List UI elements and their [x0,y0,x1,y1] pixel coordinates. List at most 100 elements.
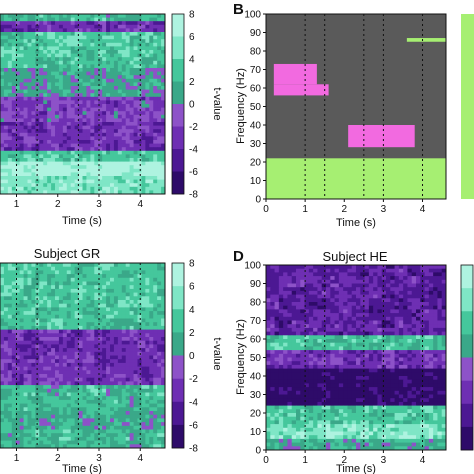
heatmap-cell [141,351,146,356]
heatmap-cell [125,351,131,356]
heatmap-cell [106,172,111,177]
heatmap-cell [161,114,166,119]
heatmap-cell [428,298,434,303]
heatmap-cell [55,444,60,449]
heatmap-cell [3,50,9,54]
heatmap-cell [0,329,5,334]
heatmap-cell [98,392,103,397]
heatmap-cell [70,107,76,112]
heatmap-cell [43,165,48,170]
heatmap-cell [39,82,44,87]
heatmap-cell [86,35,91,40]
heatmap-cell [70,285,76,290]
heatmap-cell [102,266,107,271]
heatmap-cell [47,329,52,334]
heatmap-cell [145,263,150,268]
heatmap-cell [31,28,36,33]
heatmap-cell [125,89,131,94]
heatmap-cell [11,351,17,356]
heatmap-cell [121,53,127,58]
heatmap-cell [78,140,83,144]
heatmap-cell [27,154,32,159]
heatmap-cell [15,114,21,119]
heatmap-cell [3,329,9,334]
heatmap-cell [94,374,99,379]
heatmap-cell [27,179,32,184]
heatmap-cell [39,340,44,345]
heatmap-cell [326,287,331,292]
heatmap-cell [86,14,91,18]
heatmap-cell [23,93,28,98]
heatmap-cell [110,104,115,108]
heatmap-cell [35,161,40,166]
heatmap-cell [141,168,146,173]
heatmap-cell [39,314,44,319]
heatmap-cell [98,186,103,191]
heatmap-cell [153,270,158,275]
heatmap-cell [161,107,166,112]
heatmap-cell [11,314,17,319]
heatmap-cell [35,440,40,445]
heatmap-cell [390,313,395,318]
heatmap-cell [98,42,103,47]
heatmap-cell [278,294,284,299]
heatmap-cell [11,403,17,408]
heatmap-cell [0,322,5,327]
heatmap-cell [141,183,146,188]
heatmap-cell [23,399,28,404]
heatmap-cell [43,35,48,40]
heatmap-cell [47,190,52,195]
heatmap-cell [351,290,357,295]
heatmap-cell [7,183,13,188]
heatmap-cell [78,396,83,401]
heatmap-cell [66,444,72,449]
heatmap-cell [153,50,158,54]
heatmap-cell [51,325,56,330]
heatmap-cell [90,329,95,334]
heatmap-cell [161,322,166,327]
heatmap-cell [51,136,56,141]
heatmap-cell [157,344,162,349]
heatmap-cell [39,24,44,29]
heatmap-cell [7,168,13,173]
heatmap-cell [133,436,138,441]
heatmap-cell [110,136,115,141]
heatmap-cell [31,388,36,393]
heatmap-cell [86,337,91,342]
heatmap-cell [39,78,44,83]
heatmap-cell [308,309,314,314]
heatmap-cell [31,71,36,76]
heatmap-cell [137,154,142,159]
heatmap-cell [62,82,68,87]
heatmap-cell [47,96,52,101]
heatmap-cell [19,161,24,166]
colorbar-segment [172,263,184,287]
heatmap-cell [51,411,56,416]
heatmap-cell [145,440,150,445]
heatmap-cell [125,274,131,279]
heatmap-cell [137,122,142,126]
heatmap-cell [145,329,150,334]
heatmap-cell [153,281,158,286]
heatmap-cell [394,287,400,292]
heatmap-cell [78,129,83,134]
heatmap-cell [403,265,408,270]
heatmap-cell [3,78,9,83]
heatmap-cell [62,100,68,105]
heatmap-cell [86,385,91,390]
heatmap-cell [82,114,87,119]
heatmap-cell [129,377,134,382]
heatmap-cell [94,399,99,404]
heatmap-cell [7,425,13,430]
heatmap-cell [386,265,391,270]
heatmap-cell [23,53,28,58]
heatmap-cell [47,104,52,108]
heatmap-cell [7,150,13,155]
heatmap-cell [145,296,150,301]
heatmap-cell [39,281,44,286]
heatmap-cell [133,418,138,423]
heatmap-cell [338,313,344,318]
heatmap-cell [153,161,158,166]
heatmap-cell [368,309,374,314]
